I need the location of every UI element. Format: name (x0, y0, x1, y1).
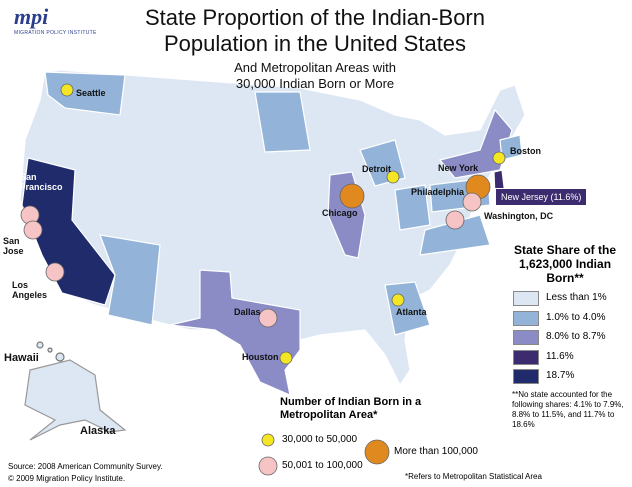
metro-marker (261, 433, 275, 447)
metro-legend-label: More than 100,000 (394, 446, 478, 457)
city-label: Seattle (76, 88, 106, 98)
metro-marker (445, 210, 465, 230)
metro-legend-label: 30,000 to 50,000 (282, 434, 358, 445)
legend-label: Less than 1% (546, 292, 607, 303)
hawaii-island (47, 347, 53, 353)
metro-marker (45, 262, 65, 282)
state (169, 269, 301, 397)
legend-swatch (513, 310, 539, 326)
hawaii-island (55, 352, 65, 362)
metro-legend-label: 50,001 to 100,000 (282, 460, 363, 471)
legend-title: State Share of the 1,623,000 Indian Born… (513, 243, 617, 285)
state (99, 234, 161, 326)
metro-marker (60, 83, 74, 97)
state (394, 184, 431, 231)
city-label: Chicago (322, 208, 358, 218)
city-label: Detroit (362, 164, 391, 174)
state (254, 91, 311, 153)
alaska (24, 359, 127, 441)
metro-marker (258, 308, 278, 328)
metro-marker (364, 439, 390, 465)
legend-label: 11.6% (546, 350, 574, 362)
source: Source: 2008 American Community Survey. (8, 462, 163, 471)
city-label: San Jose (3, 236, 24, 256)
legend-label: 8.0% to 8.7% (546, 331, 606, 342)
metro-note: *Refers to Metropolitan Statistical Area (405, 472, 542, 481)
legend-swatch (513, 330, 539, 345)
hawaii-island (36, 341, 44, 349)
legend-swatch (513, 369, 539, 384)
logo: mpi (14, 4, 49, 29)
metro-marker (386, 170, 400, 184)
title: State Proportion of the Indian-Born Popu… (145, 5, 485, 56)
metro-marker (258, 456, 278, 476)
city-label: New York (438, 163, 479, 173)
note: **No state accounted for the following s… (512, 390, 624, 429)
city-label: Dallas (234, 307, 261, 317)
callout: New Jersey (11.6%) (495, 188, 588, 206)
metro-marker (23, 220, 43, 240)
metro-legend-title: Number of Indian Born in a Metropolitan … (280, 396, 422, 421)
metro-marker (279, 351, 293, 365)
city-label: Boston (510, 146, 541, 156)
subtitle: And Metropolitan Areas with 30,000 India… (234, 60, 396, 91)
metro-marker (391, 293, 405, 307)
city-label: Philadelphia (411, 187, 465, 197)
legend-label: 1.0% to 4.0% (546, 311, 606, 323)
legend-swatch (513, 349, 539, 365)
city-label: Washington, DC (484, 211, 554, 221)
place-label: Hawaii (4, 352, 39, 364)
metro-marker (339, 183, 365, 209)
logo-subtitle: MIGRATION POLICY INSTITUTE (14, 30, 97, 36)
city-label: Los Angeles (12, 280, 48, 300)
place-label: Alaska (80, 425, 116, 437)
metro-marker (462, 192, 482, 212)
city-label: San Francisco (20, 172, 63, 192)
legend-swatch (513, 291, 539, 306)
city-label: Houston (242, 352, 279, 362)
legend-label: 18.7% (546, 370, 575, 381)
state (44, 71, 126, 116)
copyright: © 2009 Migration Policy Institute. (8, 474, 126, 483)
city-label: Atlanta (396, 307, 427, 317)
metro-marker (492, 151, 506, 165)
